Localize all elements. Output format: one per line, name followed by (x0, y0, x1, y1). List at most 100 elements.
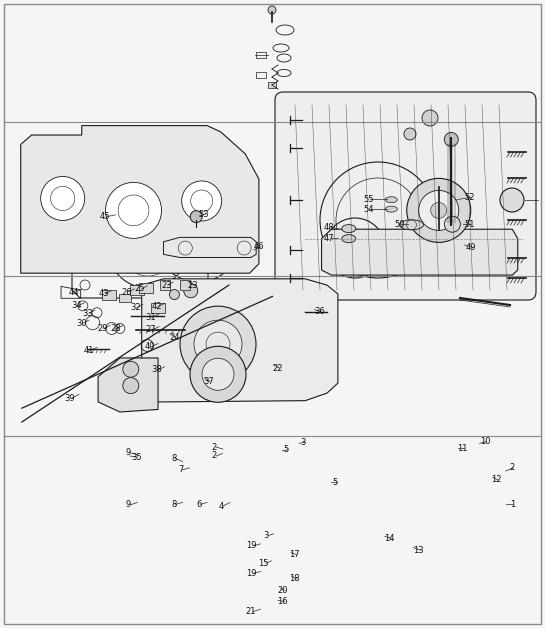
Text: 19: 19 (246, 569, 257, 578)
Circle shape (181, 181, 222, 221)
Circle shape (180, 306, 256, 382)
Text: 24: 24 (169, 333, 180, 342)
Circle shape (422, 110, 438, 126)
Circle shape (202, 359, 234, 390)
Text: 51: 51 (464, 220, 475, 229)
Text: 39: 39 (64, 394, 75, 403)
Text: 16: 16 (277, 597, 288, 606)
Text: 30: 30 (76, 319, 87, 328)
Circle shape (268, 6, 276, 14)
Text: 55: 55 (363, 195, 374, 203)
Text: 52: 52 (464, 193, 475, 202)
Text: 20: 20 (277, 586, 288, 595)
Bar (256, 52, 266, 58)
Circle shape (106, 182, 161, 239)
Circle shape (123, 377, 139, 394)
Bar (119, 294, 131, 302)
Text: 23: 23 (161, 281, 172, 290)
Polygon shape (164, 237, 256, 257)
Ellipse shape (399, 220, 423, 230)
Bar (102, 290, 116, 300)
Text: 40: 40 (144, 342, 155, 351)
Circle shape (500, 188, 524, 212)
Text: 9: 9 (125, 448, 131, 457)
Text: 32: 32 (130, 303, 141, 312)
Text: 3: 3 (263, 531, 269, 540)
Text: 3: 3 (300, 438, 306, 447)
Text: 27: 27 (146, 325, 156, 334)
Text: 5: 5 (283, 445, 289, 454)
Text: 26: 26 (122, 288, 132, 296)
Text: 29: 29 (97, 324, 108, 333)
Ellipse shape (342, 225, 356, 232)
Circle shape (407, 178, 471, 242)
Text: 47: 47 (324, 234, 335, 242)
Circle shape (194, 320, 242, 368)
Text: 4: 4 (219, 502, 224, 511)
Text: 33: 33 (82, 309, 93, 318)
Bar (130, 285, 144, 295)
Text: 34: 34 (71, 301, 82, 310)
Text: 14: 14 (384, 534, 395, 543)
Text: 17: 17 (289, 550, 300, 559)
Circle shape (190, 346, 246, 403)
Text: 2: 2 (211, 452, 217, 460)
Circle shape (123, 361, 139, 377)
Text: 6: 6 (196, 500, 202, 509)
Ellipse shape (385, 197, 397, 203)
Text: 36: 36 (314, 307, 325, 316)
Text: 2: 2 (510, 463, 515, 472)
Text: 9: 9 (125, 501, 131, 509)
Polygon shape (21, 126, 259, 273)
Text: 1: 1 (510, 500, 515, 509)
Polygon shape (142, 279, 338, 402)
Text: 50: 50 (394, 220, 405, 229)
Text: 41: 41 (83, 346, 94, 355)
Text: 42: 42 (152, 302, 162, 311)
Circle shape (184, 284, 198, 298)
Text: 7: 7 (178, 465, 184, 474)
Text: 44: 44 (69, 288, 80, 296)
Bar (151, 303, 165, 313)
Circle shape (419, 190, 459, 230)
Text: 19: 19 (246, 541, 257, 550)
Text: 11: 11 (457, 444, 468, 453)
Bar (268, 82, 276, 88)
Text: 54: 54 (363, 205, 374, 214)
Text: 43: 43 (98, 290, 109, 298)
Circle shape (444, 133, 458, 146)
Circle shape (169, 290, 179, 300)
Circle shape (404, 128, 416, 140)
Circle shape (190, 210, 202, 223)
Text: 13: 13 (413, 546, 424, 555)
Text: 22: 22 (272, 364, 283, 372)
Text: 46: 46 (254, 242, 265, 251)
Text: 48: 48 (324, 223, 335, 232)
Text: 2: 2 (211, 443, 217, 452)
Text: 49: 49 (465, 243, 476, 252)
Circle shape (41, 176, 84, 220)
Bar (139, 283, 153, 293)
Text: 10: 10 (480, 437, 491, 446)
Circle shape (431, 202, 447, 219)
Bar (180, 280, 190, 290)
Polygon shape (98, 358, 158, 412)
Text: 25: 25 (135, 284, 146, 293)
Ellipse shape (385, 206, 397, 212)
Text: 35: 35 (131, 453, 142, 462)
Polygon shape (322, 229, 518, 275)
Text: 15: 15 (258, 559, 269, 568)
Bar (160, 280, 169, 290)
Text: 23: 23 (187, 281, 198, 290)
Text: 8: 8 (171, 500, 177, 509)
Text: 21: 21 (245, 607, 256, 616)
Text: 37: 37 (203, 377, 214, 386)
Bar (256, 72, 266, 78)
Text: 53: 53 (198, 210, 209, 219)
Text: 38: 38 (151, 365, 162, 374)
Text: 18: 18 (289, 574, 300, 583)
Ellipse shape (342, 235, 356, 242)
Text: 31: 31 (146, 313, 156, 322)
Text: 8: 8 (171, 454, 177, 463)
Text: 5: 5 (332, 478, 338, 487)
